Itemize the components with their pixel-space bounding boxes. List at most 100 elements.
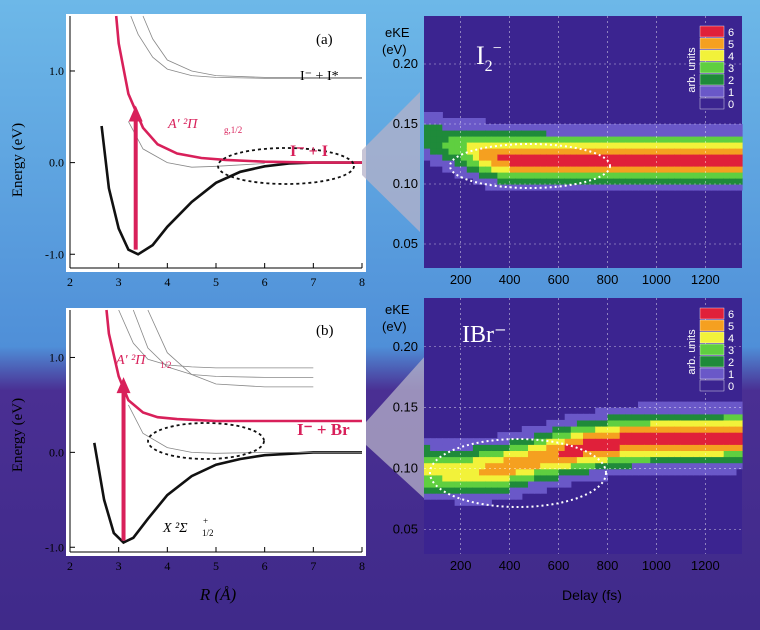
- heatmap-cell: [509, 148, 517, 155]
- x-tick-label: 4: [164, 275, 170, 289]
- heatmap-cell: [613, 184, 621, 191]
- curve-upper-2: [118, 309, 314, 369]
- heatmap-cell: [644, 401, 651, 409]
- heatmap-cell: [613, 426, 621, 433]
- x-tick-label: 5: [213, 559, 219, 573]
- heatmap-cell: [479, 172, 486, 179]
- heatmap-cell: [583, 432, 590, 439]
- heatmap-cell: [546, 172, 553, 179]
- heatmap-cell: [546, 419, 553, 427]
- heatmap-cell: [436, 487, 443, 494]
- heatmap-cell: [534, 166, 541, 173]
- heatmap-cell: [430, 438, 437, 445]
- heatmap-cell: [570, 432, 578, 439]
- heatmap-cell: [558, 474, 566, 482]
- heatmap-cell: [485, 468, 492, 476]
- heatmap-cell: [607, 413, 615, 421]
- heatmap-cell: [454, 118, 462, 125]
- heatmap-cell: [497, 148, 505, 155]
- colorbar-tick-label: 0: [728, 99, 734, 111]
- heatmap-cell: [674, 438, 682, 445]
- heatmap-cell: [436, 456, 443, 464]
- heatmap-cell: [454, 474, 462, 482]
- heatmap-cell: [503, 148, 511, 155]
- heatmap-cell: [528, 124, 535, 131]
- heatmap-cell: [540, 136, 547, 143]
- heatmap-cell: [613, 172, 621, 179]
- heatmap-cell: [552, 444, 560, 451]
- heatmap-cell: [509, 178, 517, 185]
- colorbar-swatch: [699, 343, 725, 356]
- heatmap-cell: [631, 468, 639, 476]
- heatmap-cell: [503, 468, 511, 476]
- heatmap-cell: [613, 432, 621, 439]
- heatmap-cell: [631, 456, 639, 464]
- heatmap-cell: [601, 426, 608, 433]
- heatmap-cell: [558, 450, 566, 458]
- heatmap-cell: [521, 154, 529, 161]
- heatmap-cell: [546, 444, 553, 451]
- heatmap-cell: [687, 124, 694, 131]
- heatmap-cell: [503, 450, 511, 458]
- heatmap-cell: [735, 184, 743, 191]
- heatmap-cell: [644, 166, 651, 173]
- heatmap-cell: [589, 142, 596, 149]
- colorbar-tick-label: 3: [728, 63, 734, 75]
- heatmap-cell: [454, 142, 462, 149]
- heatmap-cell: [521, 172, 529, 179]
- heatmap-cell: [601, 468, 608, 476]
- heatmap-cell: [711, 178, 719, 185]
- heatmap-cell: [540, 480, 547, 488]
- heatmap-cell: [442, 118, 449, 125]
- heatmap-cell: [521, 480, 529, 488]
- heatmap-cell: [613, 130, 621, 137]
- heatmap-cell: [564, 184, 572, 191]
- heatmap-cell: [717, 184, 725, 191]
- heatmap-cell: [607, 450, 615, 458]
- heatmap-cell: [589, 456, 596, 464]
- heatmap-cell: [485, 474, 492, 482]
- heatmap-cell: [656, 419, 664, 427]
- heatmap-cell: [424, 124, 431, 131]
- heatmap-cell: [699, 462, 706, 470]
- heatmap-cell: [583, 413, 590, 421]
- colorbar-tick-label: 6: [728, 309, 734, 321]
- heatmap-cell: [491, 160, 498, 167]
- heatmap-cell: [430, 468, 437, 476]
- heatmap-cell: [601, 184, 608, 191]
- heatmap-cell: [570, 130, 578, 137]
- heatmap-cell: [619, 426, 627, 433]
- heatmap-cell: [631, 142, 639, 149]
- heatmap-cell: [497, 160, 505, 167]
- heatmap-cell: [509, 124, 517, 131]
- heatmap-cell: [466, 450, 474, 458]
- heatmap-cell: [595, 154, 602, 161]
- heatmap-cell: [735, 444, 743, 451]
- heatmap-cell: [613, 166, 621, 173]
- heatmap-cell: [546, 160, 553, 167]
- heatmap-cell: [564, 142, 572, 149]
- heatmap-cell: [729, 136, 737, 143]
- heatmap-cell: [534, 456, 541, 464]
- heatmap-cell: [613, 462, 621, 470]
- heatmap-cell: [479, 474, 486, 482]
- heatmap-cell: [711, 124, 719, 131]
- annotation-i-br: I⁻ + Br: [297, 420, 350, 439]
- heatmap-cell: [595, 142, 602, 149]
- heatmap-cell: [674, 401, 682, 409]
- heatmap-cell: [631, 450, 639, 458]
- heatmap-cell: [472, 480, 480, 488]
- heatmap-cell: [656, 154, 664, 161]
- heatmap-cell: [515, 172, 523, 179]
- heatmap-cell: [607, 124, 615, 131]
- heatmap-cell: [644, 172, 651, 179]
- heatmap-cell: [466, 468, 474, 476]
- heatmap-cell: [687, 456, 694, 464]
- y-tick-label: 0.0: [49, 156, 64, 170]
- colorbar-swatch: [699, 331, 725, 344]
- heatmap-cell: [491, 142, 498, 149]
- colorbar-swatch: [699, 37, 725, 50]
- heatmap-cell: [515, 178, 523, 185]
- heatmap-cell: [595, 432, 602, 439]
- heatmap-cell: [699, 407, 706, 415]
